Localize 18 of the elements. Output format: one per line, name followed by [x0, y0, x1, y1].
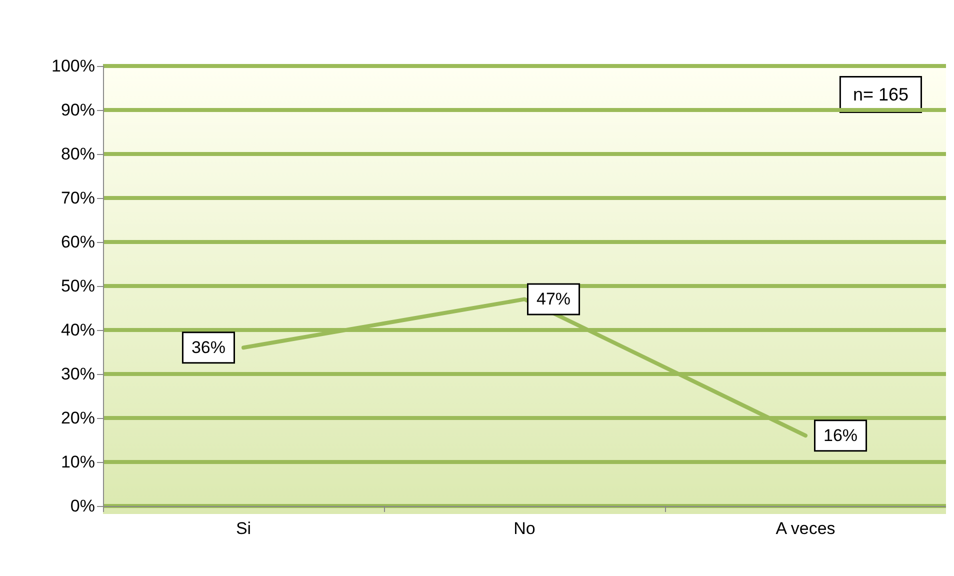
x-tick-label: No — [514, 519, 536, 538]
annotation: n= 165 — [852, 84, 909, 104]
x-tick-label: A veces — [776, 519, 836, 538]
y-tick-label: 10% — [60, 452, 95, 472]
data-label: 47% — [536, 290, 571, 309]
data-label: 16% — [824, 426, 858, 446]
y-tick-label: 0% — [70, 496, 95, 516]
y-tick-label: 30% — [60, 364, 95, 384]
data-label: 36% — [191, 338, 226, 358]
y-tick-label: 60% — [60, 232, 95, 252]
y-tick-label: 100% — [52, 56, 95, 76]
y-tick-label: 90% — [60, 100, 95, 120]
y-tick-label: 20% — [60, 408, 95, 428]
y-tick-label: 70% — [60, 188, 95, 208]
y-tick-label: 40% — [60, 320, 95, 340]
y-tick-label: 80% — [60, 144, 95, 164]
y-tick-label: 50% — [60, 276, 95, 296]
x-tick-label: Si — [236, 519, 252, 538]
